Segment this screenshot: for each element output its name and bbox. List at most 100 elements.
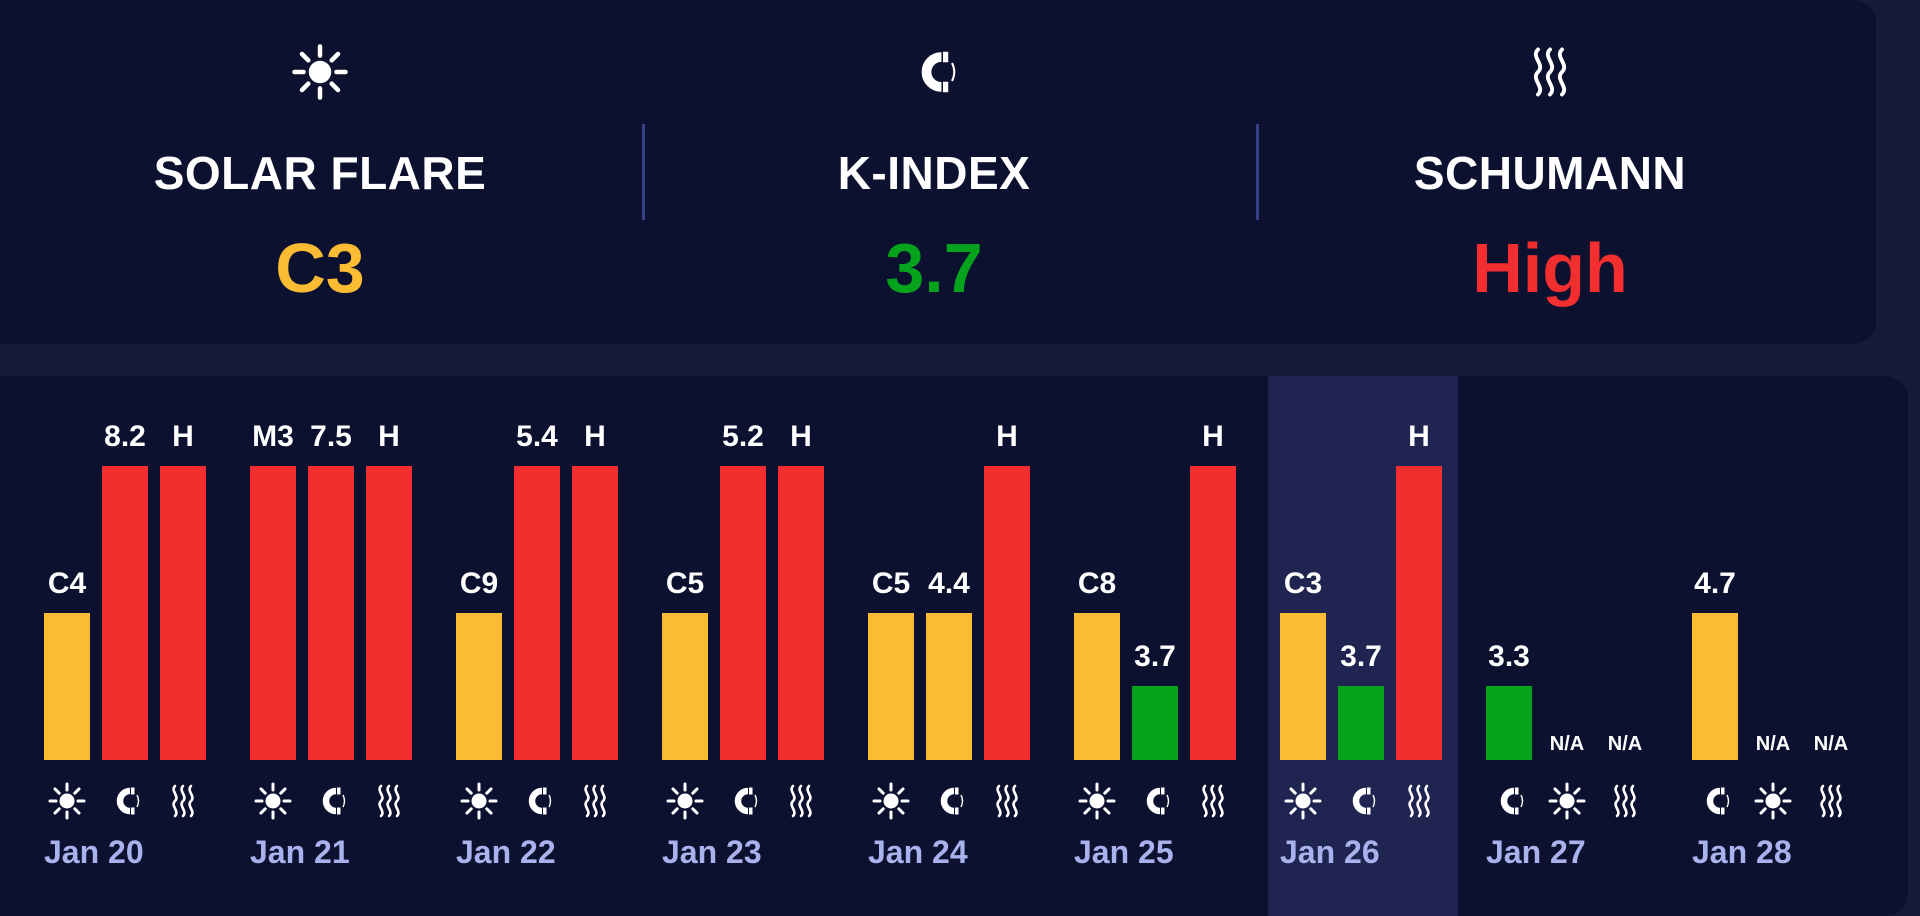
forecast-slot-solar: C9 xyxy=(456,376,502,916)
forecast-value-label: C9 xyxy=(459,567,499,600)
forecast-value-label: 4.7 xyxy=(1694,567,1736,600)
magnet-icon xyxy=(308,778,354,824)
forecast-slot-schumann: H xyxy=(778,376,824,916)
forecast-bar xyxy=(1486,686,1532,760)
day-column[interactable]: C8 3.7 H Jan 25 xyxy=(1074,376,1264,916)
magnet-icon xyxy=(926,778,972,824)
forecast-slot-solar: C5 xyxy=(662,376,708,916)
forecast-value-label: H xyxy=(790,420,812,453)
metric-value: 3.7 xyxy=(885,229,983,307)
waves-icon xyxy=(366,778,412,824)
forecast-value-label: H xyxy=(1408,420,1430,453)
forecast-bar xyxy=(456,613,502,760)
forecast-bar xyxy=(1132,686,1178,760)
metric-schumann: SCHUMANN High xyxy=(1240,0,1860,344)
sun-icon xyxy=(250,778,296,824)
forecast-slot-schumann: H xyxy=(984,376,1030,916)
day-date-label: Jan 24 xyxy=(868,834,968,870)
summary-panel: SOLAR FLARE C3 K-INDEX 3.7 SCHUMANN High xyxy=(0,0,1876,344)
metric-label: K-INDEX xyxy=(837,147,1031,199)
magnet-icon xyxy=(1486,778,1532,824)
magnet-icon xyxy=(514,778,560,824)
day-column[interactable]: 4.7 N/A N/A Jan 28 xyxy=(1692,376,1882,916)
forecast-bar xyxy=(720,466,766,760)
day-date-label: Jan 25 xyxy=(1074,834,1174,870)
forecast-value-label: 3.7 xyxy=(1134,640,1176,673)
forecast-slot-schumann: H xyxy=(1396,376,1442,916)
forecast-value-label: H xyxy=(996,420,1018,453)
forecast-bar xyxy=(778,466,824,760)
sun-icon xyxy=(1280,778,1326,824)
forecast-bar xyxy=(1338,686,1384,760)
metric-label: SOLAR FLARE xyxy=(153,147,487,199)
day-column[interactable]: C4 8.2 H Jan 20 xyxy=(44,376,234,916)
waves-icon xyxy=(1808,778,1854,824)
sun-icon xyxy=(662,778,708,824)
forecast-bar xyxy=(102,466,148,760)
forecast-value-label: H xyxy=(584,420,606,453)
sun-icon xyxy=(1750,778,1796,824)
waves-icon xyxy=(1602,778,1648,824)
forecast-bar xyxy=(366,466,412,760)
forecast-slot-solar: C5 xyxy=(868,376,914,916)
magnet-icon xyxy=(102,778,148,824)
magnet-icon xyxy=(1338,778,1384,824)
day-column[interactable]: 3.3 N/A N/A Jan 27 xyxy=(1486,376,1676,916)
forecast-slot-schumann: N/A xyxy=(1808,376,1854,916)
forecast-bar xyxy=(868,613,914,760)
forecast-bar xyxy=(1074,613,1120,760)
sun-icon xyxy=(868,778,914,824)
forecast-value-label: H xyxy=(0,420,20,454)
forecast-slot-schumann: H xyxy=(160,376,206,916)
forecast-bar xyxy=(1280,613,1326,760)
day-column[interactable]: C3 3.7 H Jan 26 xyxy=(1280,376,1470,916)
metric-k-index: K-INDEX 3.7 xyxy=(624,0,1244,344)
forecast-slot-solar: N/A xyxy=(1544,376,1590,916)
forecast-value-label: H xyxy=(172,420,194,453)
forecast-bar xyxy=(250,466,296,760)
day-column[interactable]: C5 4.4 H Jan 24 xyxy=(868,376,1058,916)
forecast-slot-schumann: N/A xyxy=(1602,376,1648,916)
forecast-bar xyxy=(1692,613,1738,760)
forecast-slot-kindex: 4.7 xyxy=(1692,376,1738,916)
forecast-slot-schumann: H xyxy=(572,376,618,916)
metric-value: High xyxy=(1472,229,1628,307)
forecast-slot-solar: C3 xyxy=(1280,376,1326,916)
forecast-value-label: 3.3 xyxy=(1488,640,1530,673)
magnet-icon xyxy=(1692,778,1738,824)
day-date-label: Jan 21 xyxy=(250,834,350,870)
day-column[interactable]: H xyxy=(0,376,28,916)
forecast-value-label: 8.2 xyxy=(104,420,146,453)
forecast-value-label: 5.2 xyxy=(722,420,764,453)
forecast-timeline[interactable]: H C4 8.2 H Jan 20 M3 7.5 H Jan 21 C9 5.4 H Jan 22… xyxy=(0,376,1908,916)
day-column[interactable]: M3 7.5 H Jan 21 xyxy=(250,376,440,916)
forecast-bar xyxy=(514,466,560,760)
magnet-icon xyxy=(720,778,766,824)
forecast-value-label: N/A xyxy=(1549,733,1585,755)
metric-divider xyxy=(1256,124,1259,220)
forecast-slot-kindex: 3.7 xyxy=(1338,376,1384,916)
forecast-bar xyxy=(984,466,1030,760)
magnet-icon xyxy=(624,40,1244,104)
forecast-bar xyxy=(1396,466,1442,760)
day-column[interactable]: C5 5.2 H Jan 23 xyxy=(662,376,852,916)
waves-icon xyxy=(572,778,618,824)
sun-icon xyxy=(1074,778,1120,824)
sun-icon xyxy=(456,778,502,824)
waves-icon xyxy=(160,778,206,824)
metric-label: SCHUMANN xyxy=(1413,147,1687,199)
forecast-value-label: 4.4 xyxy=(928,567,970,600)
day-column[interactable]: C9 5.4 H Jan 22 xyxy=(456,376,646,916)
waves-icon xyxy=(1396,778,1442,824)
day-date-label: Jan 28 xyxy=(1692,834,1792,870)
forecast-value-label: M3 xyxy=(252,420,294,453)
forecast-slot-kindex: 3.3 xyxy=(1486,376,1532,916)
forecast-slot-solar: C8 xyxy=(1074,376,1120,916)
forecast-slot-kindex: 3.7 xyxy=(1132,376,1178,916)
sun-icon xyxy=(44,778,90,824)
metric-value: C3 xyxy=(275,229,365,307)
sun-icon xyxy=(1544,778,1590,824)
metric-divider xyxy=(642,124,645,220)
forecast-value-label: 3.7 xyxy=(1340,640,1382,673)
magnet-icon xyxy=(1132,778,1178,824)
